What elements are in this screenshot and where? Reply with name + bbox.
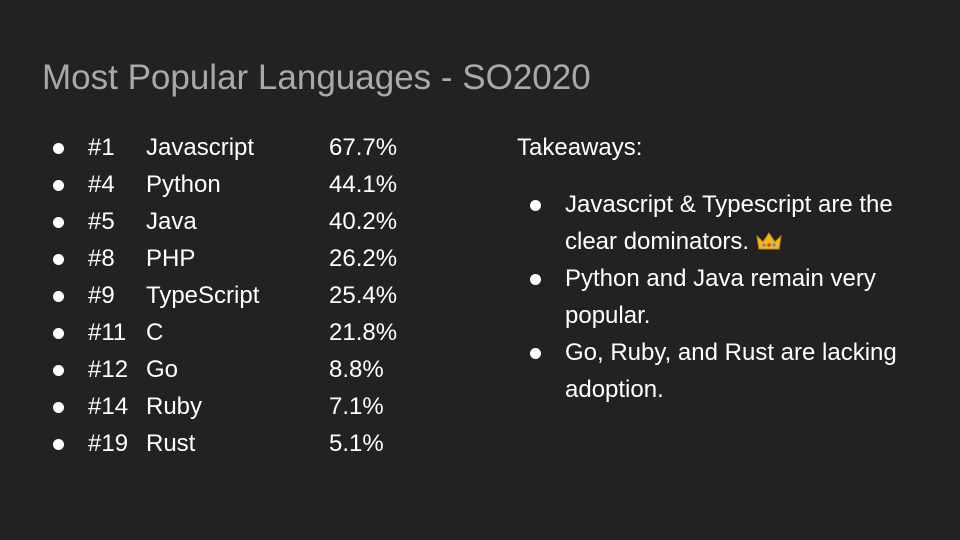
share: 25.4% <box>329 282 398 309</box>
language-row: #5 Java 40.2% <box>0 203 480 240</box>
bullet <box>530 274 541 285</box>
bullet <box>530 348 541 359</box>
takeaways-list: Javascript & Typescript are the clear do… <box>517 186 937 408</box>
rank: #5 <box>88 208 115 235</box>
takeaway-text: Go, Ruby, and Rust are lacking adoption. <box>565 339 897 403</box>
takeaway-item: Python and Java remain very popular. <box>517 260 937 334</box>
language-name: Javascript <box>146 134 255 161</box>
language-row: #19 Rust 5.1% <box>0 425 480 462</box>
share: 26.2% <box>329 245 398 272</box>
bullet <box>53 254 64 265</box>
rank: #19 <box>88 430 129 457</box>
share: 8.8% <box>329 356 384 383</box>
share: 5.1% <box>329 430 384 457</box>
bullet <box>53 217 64 228</box>
bullet <box>53 180 64 191</box>
rank: #9 <box>88 282 115 309</box>
language-name: C <box>146 319 164 346</box>
takeaway-text: Javascript & Typescript are the clear do… <box>565 191 893 255</box>
language-row: #1 Javascript 67.7% <box>0 129 480 166</box>
bullet <box>530 200 541 211</box>
rank: #12 <box>88 356 129 383</box>
takeaway-item: Go, Ruby, and Rust are lacking adoption. <box>517 334 937 408</box>
rank: #4 <box>88 171 115 198</box>
language-name: Rust <box>146 430 196 457</box>
bullet <box>53 365 64 376</box>
rank: #14 <box>88 393 129 420</box>
bullet <box>53 143 64 154</box>
share: 7.1% <box>329 393 384 420</box>
takeaway-item: Javascript & Typescript are the clear do… <box>517 186 937 260</box>
bullet <box>53 402 64 413</box>
crown-icon <box>756 232 782 250</box>
language-name: PHP <box>146 245 196 272</box>
language-name: TypeScript <box>146 282 260 309</box>
language-name: Java <box>146 208 197 235</box>
rank: #8 <box>88 245 115 272</box>
share: 40.2% <box>329 208 398 235</box>
language-row: #11 C 21.8% <box>0 314 480 351</box>
takeaway-text: Python and Java remain very popular. <box>565 265 876 329</box>
share: 21.8% <box>329 319 398 346</box>
rank: #1 <box>88 134 115 161</box>
rank: #11 <box>88 319 127 346</box>
share: 67.7% <box>329 134 398 161</box>
language-name: Python <box>146 171 221 198</box>
language-row: #8 PHP 26.2% <box>0 240 480 277</box>
share: 44.1% <box>329 171 398 198</box>
language-row: #4 Python 44.1% <box>0 166 480 203</box>
language-row: #12 Go 8.8% <box>0 351 480 388</box>
bullet <box>53 328 64 339</box>
language-name: Go <box>146 356 179 383</box>
language-row: #9 TypeScript 25.4% <box>0 277 480 314</box>
language-row: #14 Ruby 7.1% <box>0 388 480 425</box>
language-name: Ruby <box>146 393 203 420</box>
bullet <box>53 439 64 450</box>
bullet <box>53 291 64 302</box>
slide-title: Most Popular Languages - SO2020 <box>42 58 591 97</box>
takeaways-heading: Takeaways: <box>517 134 643 161</box>
